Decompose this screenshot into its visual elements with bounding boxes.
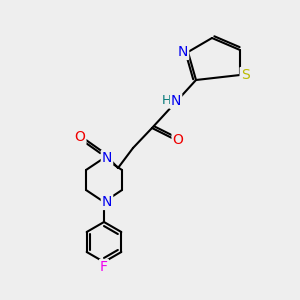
Text: H: H <box>161 94 171 107</box>
Text: N: N <box>171 94 181 108</box>
Text: F: F <box>100 260 108 274</box>
Text: N: N <box>102 151 112 165</box>
Text: O: O <box>75 130 86 144</box>
Text: O: O <box>172 133 183 147</box>
Text: S: S <box>241 68 249 82</box>
Text: N: N <box>102 195 112 209</box>
Text: N: N <box>178 45 188 59</box>
